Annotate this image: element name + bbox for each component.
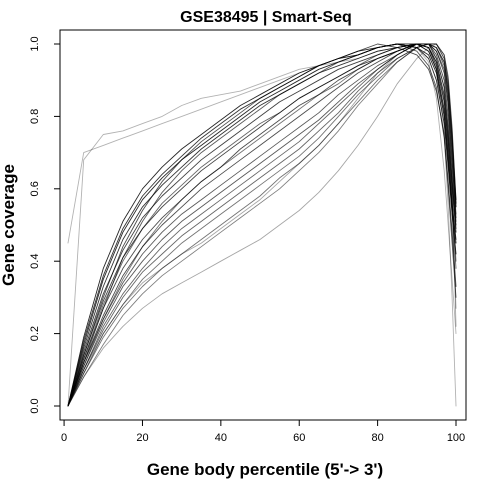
coverage-line-15 xyxy=(67,43,457,407)
coverage-line-10 xyxy=(67,43,457,407)
y-tick-label: 0.4 xyxy=(29,254,41,269)
coverage-line-11 xyxy=(67,43,457,407)
y-tick-label: 0.2 xyxy=(29,326,41,341)
y-tick-label: 0.6 xyxy=(29,181,41,196)
y-tick-label: 0.0 xyxy=(29,398,41,413)
coverage-line-2 xyxy=(67,43,457,407)
coverage-line-8 xyxy=(67,43,457,407)
y-tick-label: 0.8 xyxy=(29,109,41,124)
coverage-line-9 xyxy=(67,43,457,407)
y-axis: 0.0 0.2 0.4 0.6 0.8 1.0 xyxy=(29,36,61,414)
x-tick-label: 100 xyxy=(447,432,465,444)
coverage-line-13 xyxy=(67,43,457,407)
coverage-line-14 xyxy=(67,43,457,407)
x-axis-label: Gene body percentile (5'-> 3') xyxy=(147,460,383,479)
y-tick-label: 1.0 xyxy=(29,36,41,51)
x-tick-label: 20 xyxy=(136,432,148,444)
coverage-line-4 xyxy=(67,43,457,407)
coverage-line-22 xyxy=(67,43,457,407)
coverage-line-23 xyxy=(67,43,457,407)
plot-frame xyxy=(59,29,467,421)
coverage-line-5 xyxy=(67,43,457,407)
x-tick-label: 40 xyxy=(215,432,227,444)
coverage-line-16 xyxy=(67,43,457,407)
coverage-line-19 xyxy=(67,43,457,407)
coverage-line-7 xyxy=(67,43,457,407)
coverage-line-3 xyxy=(67,43,457,407)
x-tick-label: 0 xyxy=(61,432,67,444)
series-lines xyxy=(67,43,457,407)
x-tick-label: 60 xyxy=(293,432,305,444)
chart-title: GSE38495 | Smart-Seq xyxy=(180,9,352,26)
coverage-line-6 xyxy=(67,43,457,407)
coverage-line-21 xyxy=(67,43,457,407)
coverage-line-12 xyxy=(67,43,457,407)
x-axis: 0 20 40 60 80 100 xyxy=(61,419,465,444)
coverage-line-18 xyxy=(67,43,457,407)
y-axis-label: Gene coverage xyxy=(0,164,18,286)
x-tick-label: 80 xyxy=(371,432,383,444)
coverage-line-20 xyxy=(67,43,457,407)
coverage-line-17 xyxy=(67,43,457,407)
coverage-line-1 xyxy=(67,43,457,407)
